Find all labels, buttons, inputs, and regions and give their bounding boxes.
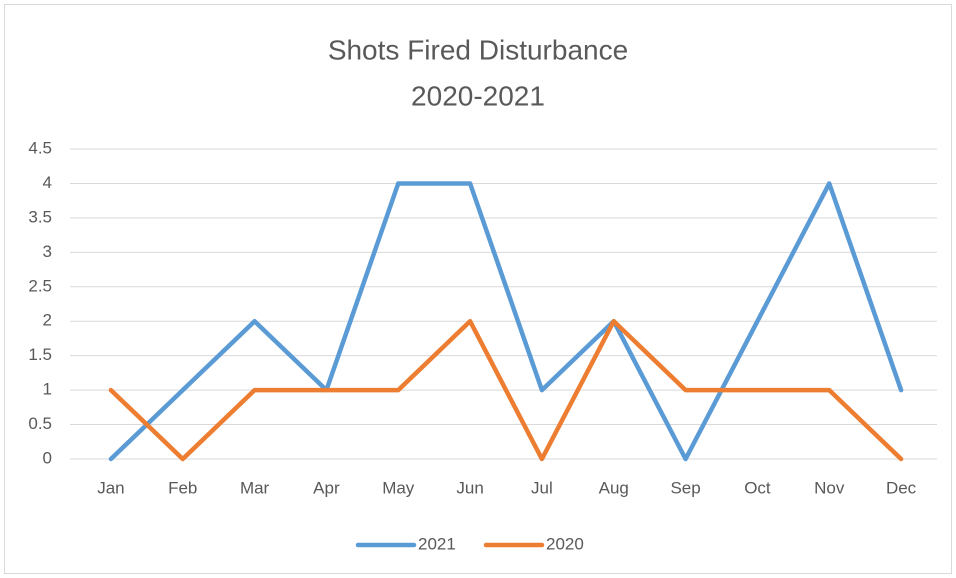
- y-tick-label: 1.5: [28, 345, 52, 364]
- chart-title: 2020-2021: [411, 80, 545, 111]
- chart-title: Shots Fired Disturbance: [328, 34, 628, 65]
- x-tick-label: Aug: [599, 478, 629, 497]
- x-tick-label: Mar: [240, 478, 270, 497]
- x-tick-label: Jan: [97, 478, 124, 497]
- legend-label: 2020: [546, 534, 584, 553]
- y-tick-label: 2.5: [28, 276, 52, 295]
- y-tick-label: 0: [43, 448, 52, 467]
- x-tick-label: Oct: [744, 478, 771, 497]
- series-line: [108, 181, 904, 462]
- y-tick-label: 3.5: [28, 207, 52, 226]
- x-tick-label: Apr: [313, 478, 340, 497]
- y-tick-label: 0.5: [28, 414, 52, 433]
- y-tick-label: 4: [43, 173, 52, 192]
- x-tick-label: May: [382, 478, 415, 497]
- series-line: [108, 318, 904, 462]
- x-tick-label: Jun: [456, 478, 483, 497]
- legend-label: 2021: [418, 534, 456, 553]
- x-tick-label: Jul: [531, 478, 553, 497]
- x-tick-label: Nov: [814, 478, 845, 497]
- x-tick-label: Feb: [168, 478, 197, 497]
- y-tick-label: 1: [43, 380, 52, 399]
- chart-border: [4, 4, 952, 574]
- x-tick-label: Sep: [670, 478, 700, 497]
- y-tick-label: 4.5: [28, 138, 52, 157]
- y-tick-label: 3: [43, 242, 52, 261]
- y-tick-label: 2: [43, 311, 52, 330]
- x-tick-label: Dec: [886, 478, 917, 497]
